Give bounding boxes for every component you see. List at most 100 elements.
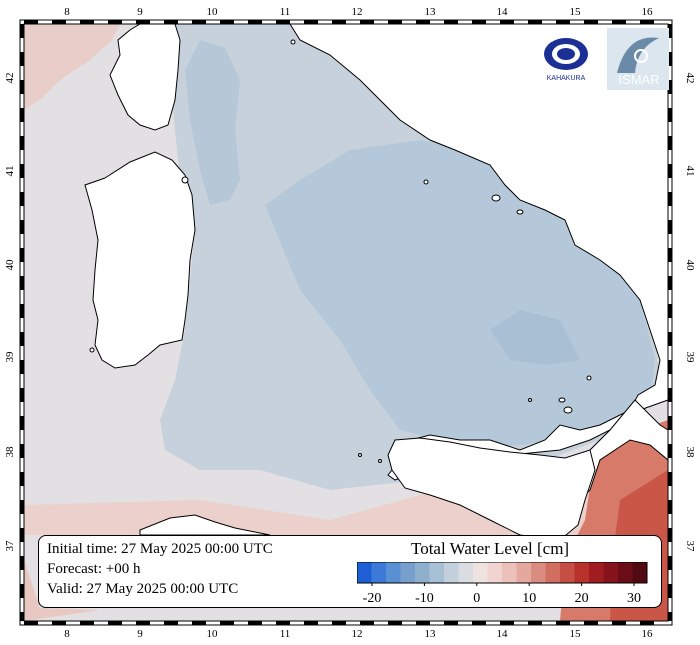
border-dash bbox=[668, 108, 672, 122]
border-dash bbox=[20, 136, 24, 150]
colorbar-swatch bbox=[487, 562, 503, 583]
island-small bbox=[290, 39, 296, 45]
border-dash bbox=[388, 621, 402, 625]
border-dash bbox=[668, 584, 672, 598]
border-dash bbox=[444, 20, 458, 24]
border-dash bbox=[668, 164, 672, 178]
border-dash bbox=[612, 20, 626, 24]
colorbar-swatch bbox=[357, 562, 372, 583]
logo-left: KAHAKURA bbox=[530, 28, 602, 90]
border-dash bbox=[360, 621, 374, 625]
land-corsica bbox=[109, 23, 181, 131]
border-dash bbox=[20, 248, 24, 262]
border-dash bbox=[276, 20, 290, 24]
border-dash bbox=[20, 80, 24, 94]
border-dash bbox=[20, 332, 24, 346]
border-dash bbox=[164, 20, 178, 24]
border-dash bbox=[668, 612, 672, 621]
ismar-logo-icon: ISMAR bbox=[607, 28, 669, 90]
border-dash bbox=[668, 304, 672, 318]
logo-right: ISMAR bbox=[607, 28, 669, 90]
lon-tick-label-top: 8 bbox=[64, 6, 70, 18]
colorbar-swatch bbox=[545, 562, 561, 583]
island-small bbox=[181, 176, 189, 184]
colorbar-tick-label: 30 bbox=[627, 591, 641, 606]
lat-tick-label-right: 40 bbox=[684, 260, 696, 272]
border-dash bbox=[220, 20, 234, 24]
lat-tick-label-left: 42 bbox=[4, 73, 16, 84]
border-dash bbox=[20, 192, 24, 206]
colorbar: -20 -10 0 10 20 30 bbox=[357, 562, 648, 606]
colorbar-outline bbox=[357, 562, 648, 584]
colorbar-swatch bbox=[415, 562, 430, 583]
border-dash bbox=[500, 621, 514, 625]
colorbar-swatch bbox=[429, 562, 445, 583]
initial-time-text: Initial time: 27 May 2025 00:00 UTC bbox=[47, 541, 273, 557]
colorbar-swatch bbox=[574, 562, 590, 583]
border-dash bbox=[444, 621, 458, 625]
border-dash bbox=[108, 20, 122, 24]
island-small bbox=[586, 375, 592, 381]
border-dash bbox=[556, 20, 570, 24]
colorbar-swatch bbox=[516, 562, 532, 583]
border-dash bbox=[640, 621, 654, 625]
border-dash bbox=[20, 52, 24, 66]
border-dash bbox=[556, 621, 570, 625]
border-dash bbox=[20, 304, 24, 318]
lon-tick-label-top: 9 bbox=[137, 6, 143, 18]
island-small bbox=[528, 398, 532, 402]
border-dash bbox=[20, 528, 24, 542]
border-dash bbox=[20, 164, 24, 178]
border-dash bbox=[248, 20, 262, 24]
border-dash bbox=[20, 556, 24, 570]
colorbar-tick-label: 10 bbox=[522, 591, 536, 606]
border-dash bbox=[108, 621, 122, 625]
tick-labels: 8 9 10 11 12 13 14 15 16 8 9 10 11 12 13 14 15 16 42 41 40 39… bbox=[4, 6, 696, 640]
colorbar-swatch bbox=[386, 562, 401, 583]
island-small bbox=[378, 459, 382, 463]
border-dash bbox=[192, 20, 206, 24]
border-dash bbox=[80, 621, 94, 625]
border-dash bbox=[304, 621, 318, 625]
lon-tick-label-top: 16 bbox=[642, 6, 654, 18]
sea-lower-tyrrhenian-core bbox=[265, 140, 655, 450]
lat-tick-label-left: 40 bbox=[4, 259, 16, 271]
info-panel: Initial time: 27 May 2025 00:00 UTC Fore… bbox=[38, 535, 662, 608]
border-dash bbox=[668, 80, 672, 94]
border-dash bbox=[668, 416, 672, 430]
border-dash bbox=[668, 360, 672, 374]
border-dash bbox=[668, 472, 672, 486]
island-small bbox=[358, 453, 362, 457]
lat-tick-label-right: 42 bbox=[684, 73, 696, 84]
border-dash bbox=[80, 20, 94, 24]
border-dash bbox=[668, 332, 672, 346]
colorbar-swatch bbox=[560, 562, 575, 583]
lat-tick-label-left: 38 bbox=[4, 446, 16, 458]
lon-tick-label-bottom: 9 bbox=[137, 628, 143, 640]
colorbar-tick-label: -20 bbox=[363, 591, 382, 606]
forecast-text: Forecast: +00 h bbox=[47, 561, 141, 577]
lon-tick-label-bottom: 10 bbox=[207, 628, 219, 640]
border-dash bbox=[20, 584, 24, 598]
colorbar-swatch bbox=[603, 562, 619, 583]
colorbar-swatch bbox=[531, 562, 546, 583]
border-dash bbox=[668, 444, 672, 458]
lat-tick-label-left: 39 bbox=[4, 351, 16, 363]
border-dash bbox=[52, 20, 66, 24]
border-dash bbox=[528, 20, 542, 24]
border-dash bbox=[192, 621, 206, 625]
lat-tick-label-right: 37 bbox=[684, 541, 696, 553]
lat-tick-label-left: 41 bbox=[4, 166, 16, 177]
island-small bbox=[558, 397, 566, 403]
border-dash bbox=[388, 20, 402, 24]
border-dash bbox=[220, 621, 234, 625]
kahakura-logo-icon: KAHAKURA bbox=[544, 38, 588, 82]
lon-tick-label-bottom: 11 bbox=[280, 628, 291, 640]
land-sardinia bbox=[84, 151, 196, 369]
lat-tick-label-right: 41 bbox=[684, 166, 696, 177]
border-dash bbox=[20, 108, 24, 122]
border-dash bbox=[24, 621, 38, 625]
border-dash bbox=[416, 20, 430, 24]
border-dash bbox=[500, 20, 514, 24]
colorbar-swatch bbox=[502, 562, 517, 583]
